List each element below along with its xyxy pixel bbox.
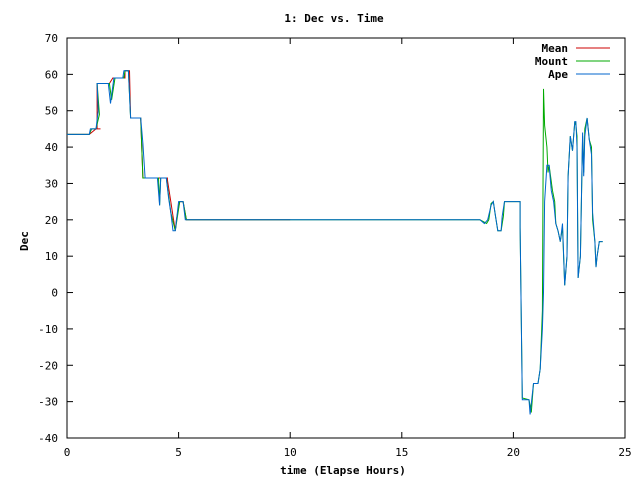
x-axis-ticks: 0 5 10 15 20 25 [64, 38, 632, 459]
legend-label-mean: Mean [542, 42, 569, 55]
y-tick-label: -40 [38, 432, 58, 445]
legend-label-ape: Ape [548, 68, 568, 81]
series-line-ape [67, 70, 603, 415]
y-tick-label: 60 [45, 68, 58, 81]
y-tick-label: 50 [45, 105, 58, 118]
x-tick-label: 10 [284, 446, 297, 459]
x-tick-label: 25 [618, 446, 631, 459]
x-tick-label: 20 [507, 446, 520, 459]
x-tick-label: 5 [175, 446, 182, 459]
x-tick-label: 15 [395, 446, 408, 459]
y-tick-label: 30 [45, 177, 58, 190]
y-axis-label: Dec [18, 231, 31, 251]
x-axis-label: time (Elapse Hours) [280, 464, 406, 477]
y-tick-label: 0 [51, 287, 58, 300]
x-tick-label: 0 [64, 446, 71, 459]
plot-frame [66, 37, 626, 439]
y-tick-label: -10 [38, 323, 58, 336]
y-tick-label: 10 [45, 250, 58, 263]
series-layer [67, 70, 603, 415]
y-tick-label: -30 [38, 396, 58, 409]
chart-title: 1: Dec vs. Time [284, 12, 384, 25]
y-tick-label: 70 [45, 32, 58, 45]
legend-label-mount: Mount [535, 55, 568, 68]
y-tick-label: 20 [45, 214, 58, 227]
y-tick-label: 40 [45, 141, 58, 154]
y-axis-ticks: -40 -30 -20 -10 0 10 20 30 40 50 60 70 [38, 32, 625, 445]
y-tick-label: -20 [38, 359, 58, 372]
series-line-mount [67, 70, 603, 413]
